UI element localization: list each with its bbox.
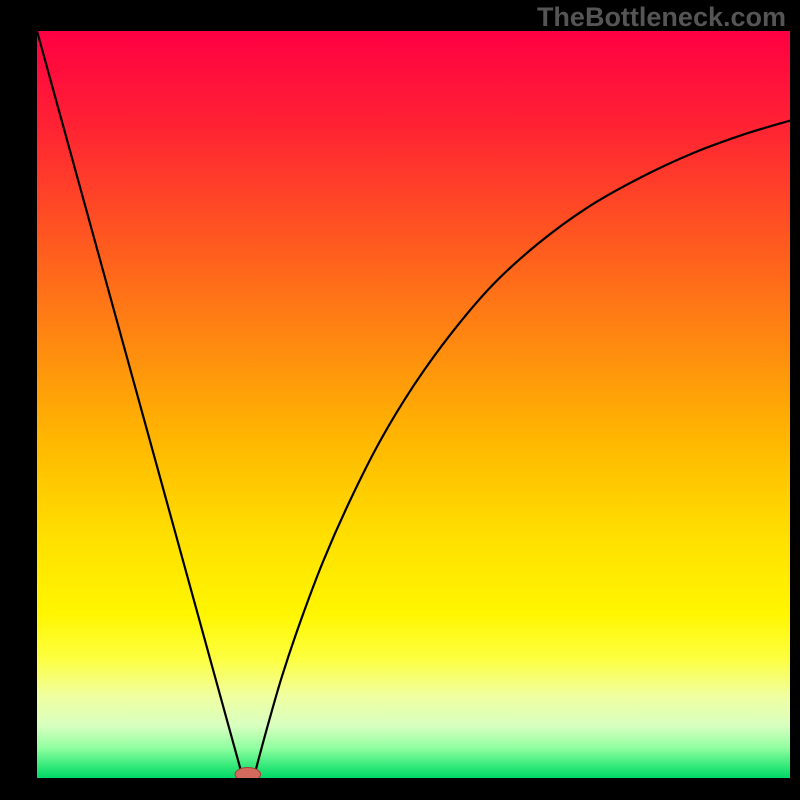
valley-marker	[235, 768, 261, 778]
chart-container: TheBottleneck.com	[0, 0, 800, 800]
bottleneck-chart	[37, 31, 790, 778]
gradient-background	[37, 31, 790, 778]
watermark-text: TheBottleneck.com	[537, 2, 786, 33]
